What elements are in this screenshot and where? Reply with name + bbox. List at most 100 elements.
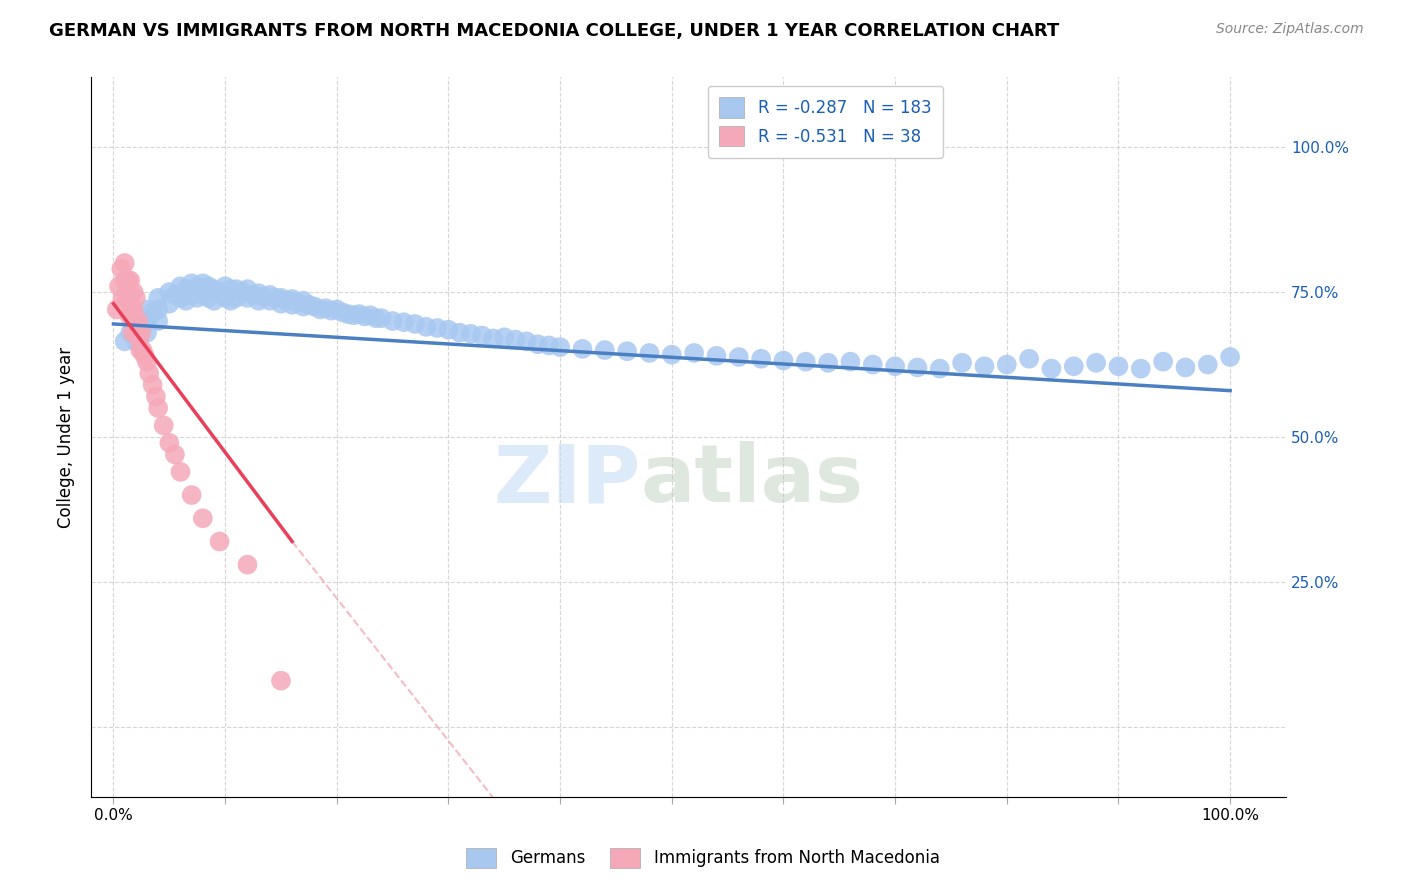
Point	[973, 359, 995, 374]
Point	[482, 331, 505, 345]
Point	[191, 277, 214, 291]
Point	[862, 358, 884, 372]
Point	[169, 291, 191, 305]
Point	[281, 298, 304, 312]
Point	[169, 279, 191, 293]
Point	[505, 333, 527, 347]
Point	[180, 288, 202, 302]
Point	[1107, 359, 1129, 374]
Point	[202, 293, 225, 308]
Point	[131, 326, 153, 340]
Point	[122, 285, 145, 299]
Point	[1085, 356, 1108, 370]
Point	[122, 302, 145, 317]
Point	[270, 291, 292, 305]
Point	[174, 293, 197, 308]
Text: ZIP: ZIP	[494, 442, 641, 519]
Point	[208, 534, 231, 549]
Point	[120, 302, 142, 317]
Point	[208, 285, 231, 299]
Point	[437, 323, 460, 337]
Point	[772, 353, 794, 368]
Point	[128, 331, 150, 345]
Point	[157, 435, 180, 450]
Point	[326, 302, 349, 317]
Point	[527, 337, 550, 351]
Point	[134, 349, 156, 363]
Point	[426, 321, 449, 335]
Point	[1063, 359, 1085, 374]
Point	[661, 348, 683, 362]
Point	[516, 334, 538, 349]
Point	[298, 298, 321, 312]
Point	[146, 314, 169, 328]
Point	[125, 314, 148, 328]
Point	[392, 315, 415, 329]
Point	[794, 354, 817, 368]
Point	[253, 290, 276, 304]
Point	[110, 261, 132, 276]
Point	[180, 488, 202, 502]
Point	[571, 342, 593, 356]
Point	[292, 293, 315, 308]
Point	[1197, 358, 1219, 372]
Point	[105, 302, 128, 317]
Point	[259, 288, 281, 302]
Point	[191, 288, 214, 302]
Point	[197, 291, 219, 305]
Point	[907, 360, 929, 375]
Point	[157, 296, 180, 310]
Text: GERMAN VS IMMIGRANTS FROM NORTH MACEDONIA COLLEGE, UNDER 1 YEAR CORRELATION CHAR: GERMAN VS IMMIGRANTS FROM NORTH MACEDONI…	[49, 22, 1060, 40]
Point	[381, 314, 404, 328]
Point	[127, 314, 149, 328]
Point	[191, 511, 214, 525]
Point	[950, 356, 973, 370]
Point	[197, 279, 219, 293]
Point	[169, 465, 191, 479]
Point	[114, 256, 136, 270]
Point	[593, 343, 616, 357]
Text: Source: ZipAtlas.com: Source: ZipAtlas.com	[1216, 22, 1364, 37]
Y-axis label: College, Under 1 year: College, Under 1 year	[58, 346, 75, 528]
Point	[146, 291, 169, 305]
Point	[136, 354, 159, 368]
Point	[125, 326, 148, 340]
Point	[353, 310, 375, 324]
Point	[364, 311, 387, 326]
Point	[180, 277, 202, 291]
Point	[186, 291, 208, 305]
Point	[202, 282, 225, 296]
Point	[336, 307, 359, 321]
Legend: Germans, Immigrants from North Macedonia: Germans, Immigrants from North Macedonia	[460, 841, 946, 875]
Point	[1129, 361, 1152, 376]
Point	[146, 302, 169, 317]
Point	[1174, 360, 1197, 375]
Point	[125, 314, 148, 328]
Point	[749, 351, 772, 366]
Point	[163, 447, 186, 461]
Point	[309, 302, 332, 317]
Point	[138, 366, 160, 380]
Point	[131, 343, 153, 357]
Point	[1018, 351, 1040, 366]
Point	[404, 317, 426, 331]
Point	[129, 343, 152, 357]
Point	[136, 326, 159, 340]
Point	[494, 330, 516, 344]
Point	[342, 308, 364, 322]
Point	[236, 558, 259, 572]
Point	[638, 346, 661, 360]
Point	[259, 293, 281, 308]
Point	[186, 279, 208, 293]
Point	[214, 291, 236, 305]
Point	[146, 401, 169, 415]
Point	[415, 319, 437, 334]
Point	[120, 273, 142, 287]
Point	[287, 295, 309, 310]
Point	[1152, 354, 1174, 368]
Point	[225, 282, 247, 296]
Point	[359, 308, 381, 322]
Text: atlas: atlas	[641, 442, 863, 519]
Point	[242, 288, 264, 302]
Point	[114, 334, 136, 349]
